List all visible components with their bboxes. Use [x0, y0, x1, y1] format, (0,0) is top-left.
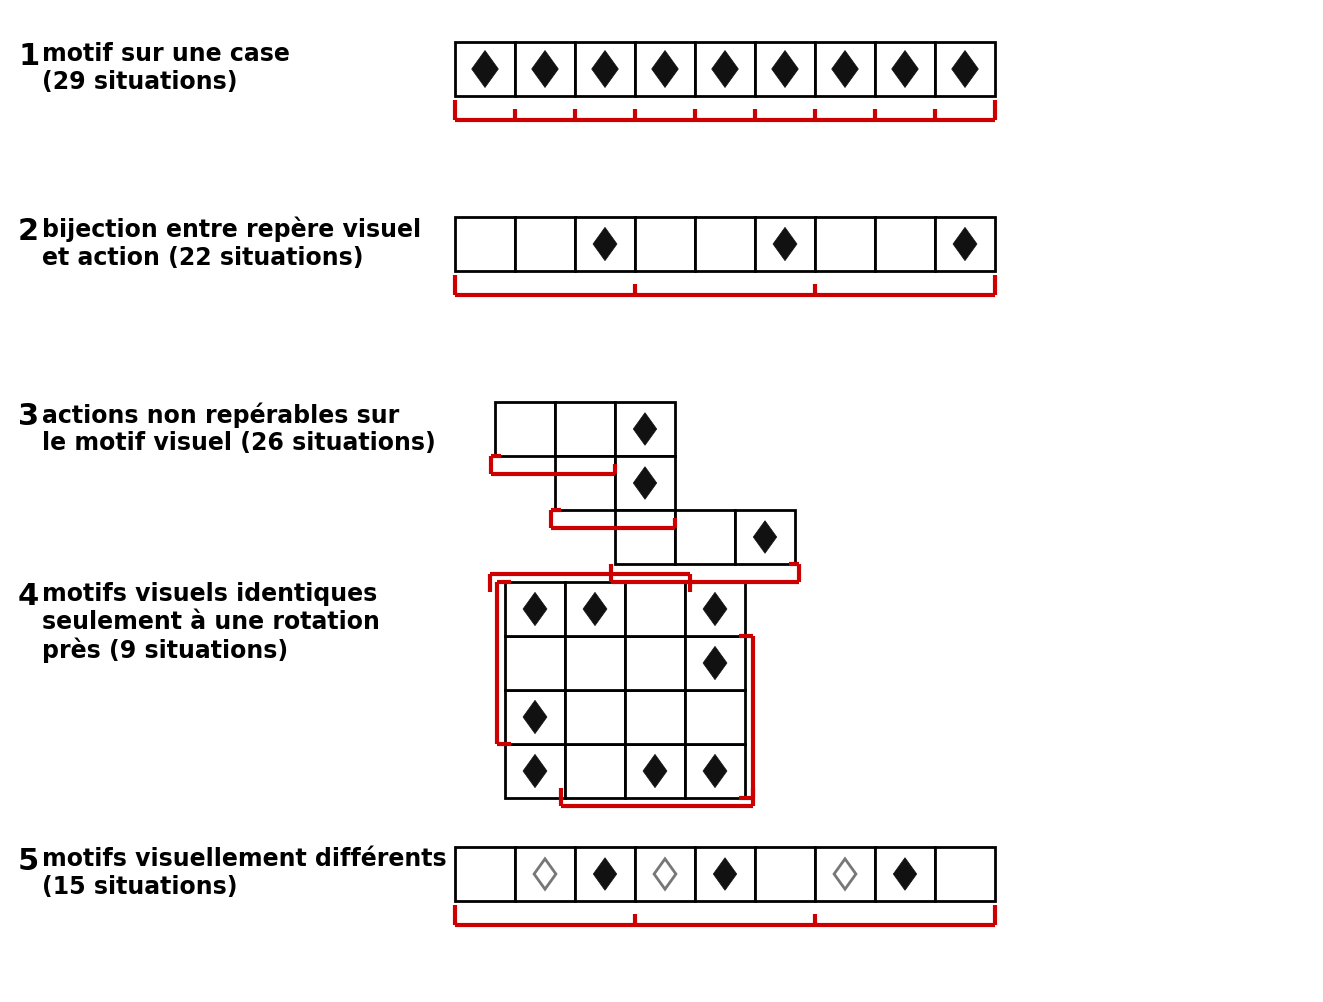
Polygon shape [634, 413, 656, 445]
Bar [615, 510, 675, 564]
Polygon shape [593, 858, 617, 891]
Text: motifs visuels identiques
seulement à une rotation
près (9 situations): motifs visuels identiques seulement à un… [42, 582, 380, 663]
Bar [755, 217, 815, 271]
Bar [515, 847, 576, 901]
Bar [935, 847, 995, 901]
Bar [565, 690, 624, 744]
Bar [685, 582, 745, 636]
Bar [635, 42, 695, 96]
Bar [505, 582, 565, 636]
Bar [755, 847, 815, 901]
Bar [455, 847, 515, 901]
Bar [455, 42, 515, 96]
Polygon shape [472, 50, 499, 87]
Text: 2: 2 [19, 217, 40, 246]
Text: 5: 5 [19, 847, 40, 876]
Bar [576, 217, 635, 271]
Polygon shape [953, 227, 976, 261]
Bar [685, 744, 745, 798]
Bar [624, 582, 685, 636]
Bar [556, 402, 615, 456]
Bar [935, 42, 995, 96]
Bar [515, 42, 576, 96]
Polygon shape [532, 50, 558, 87]
Bar [615, 402, 675, 456]
Bar [565, 636, 624, 690]
Bar [815, 217, 875, 271]
Bar [736, 510, 795, 564]
Bar [685, 690, 745, 744]
Polygon shape [713, 858, 737, 891]
Text: bijection entre repère visuel
et action (22 situations): bijection entre repère visuel et action … [42, 217, 421, 271]
Bar [675, 510, 736, 564]
Text: 4: 4 [19, 582, 40, 611]
Polygon shape [523, 755, 546, 788]
Bar [455, 217, 515, 271]
Polygon shape [753, 521, 777, 553]
Polygon shape [951, 50, 978, 87]
Bar [695, 42, 755, 96]
Bar [935, 217, 995, 271]
Bar [576, 42, 635, 96]
Bar [624, 636, 685, 690]
Bar [505, 636, 565, 690]
Polygon shape [833, 859, 856, 889]
Bar [875, 847, 935, 901]
Bar [755, 42, 815, 96]
Polygon shape [523, 592, 546, 625]
Polygon shape [832, 50, 859, 87]
Text: motifs visuellement différents
(15 situations): motifs visuellement différents (15 situa… [42, 847, 447, 899]
Polygon shape [773, 227, 796, 261]
Bar [515, 217, 576, 271]
Bar [624, 744, 685, 798]
Bar [635, 217, 695, 271]
Polygon shape [703, 646, 726, 679]
Bar [505, 690, 565, 744]
Polygon shape [703, 755, 726, 788]
Bar [695, 217, 755, 271]
Text: motif sur une case
(29 situations): motif sur une case (29 situations) [42, 42, 290, 94]
Text: actions non repérables sur
le motif visuel (26 situations): actions non repérables sur le motif visu… [42, 402, 435, 455]
Bar [576, 847, 635, 901]
Bar [556, 456, 615, 510]
Bar [875, 217, 935, 271]
Bar [815, 42, 875, 96]
Polygon shape [523, 700, 546, 733]
Polygon shape [892, 50, 918, 87]
Bar [624, 690, 685, 744]
Bar [495, 402, 556, 456]
Text: 3: 3 [19, 402, 40, 431]
Polygon shape [703, 592, 726, 625]
Polygon shape [652, 50, 679, 87]
Bar [875, 42, 935, 96]
Polygon shape [771, 50, 798, 87]
Polygon shape [591, 50, 618, 87]
Polygon shape [583, 592, 607, 625]
Bar [815, 847, 875, 901]
Polygon shape [593, 227, 617, 261]
Bar [685, 636, 745, 690]
Polygon shape [643, 755, 667, 788]
Bar [695, 847, 755, 901]
Bar [565, 744, 624, 798]
Text: 1: 1 [19, 42, 40, 71]
Polygon shape [893, 858, 917, 891]
Bar [615, 456, 675, 510]
Bar [505, 744, 565, 798]
Polygon shape [534, 859, 556, 889]
Bar [565, 582, 624, 636]
Bar [635, 847, 695, 901]
Polygon shape [712, 50, 738, 87]
Polygon shape [654, 859, 676, 889]
Polygon shape [634, 467, 656, 499]
